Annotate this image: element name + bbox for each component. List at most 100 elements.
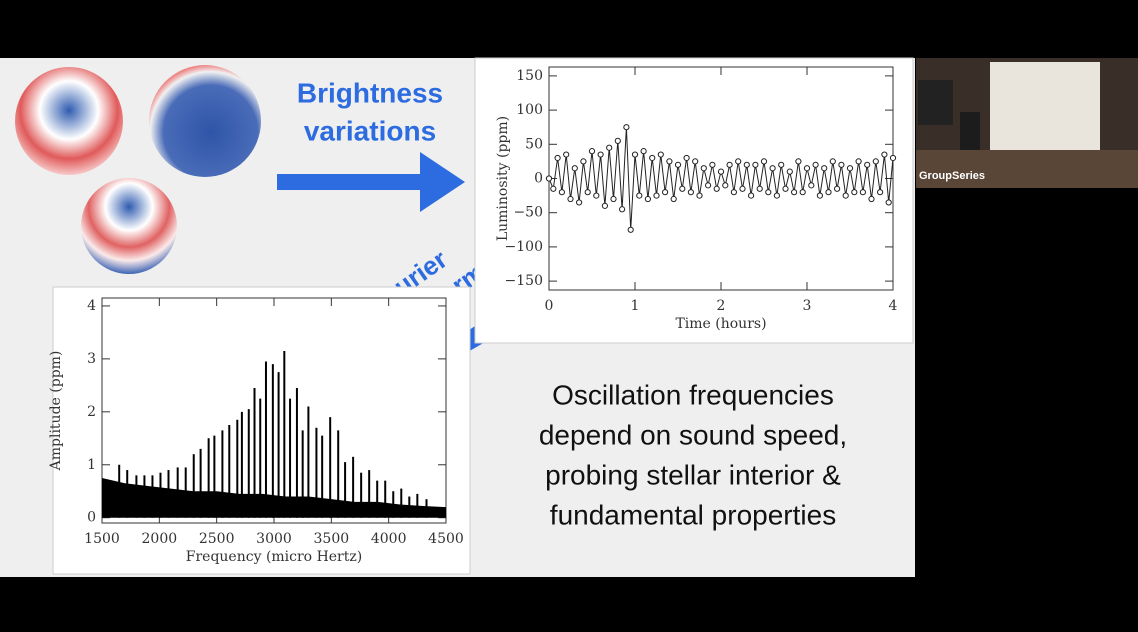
data-point (795, 158, 802, 165)
data-point (558, 189, 566, 196)
data-point (563, 151, 570, 158)
data-point (872, 158, 879, 165)
y-tick-label: 0 (534, 171, 543, 187)
x-tick-label: 3 (803, 298, 812, 314)
data-point (700, 165, 707, 172)
data-point (782, 185, 789, 192)
data-point (735, 158, 742, 165)
data-point (593, 192, 600, 199)
data-point (644, 195, 652, 203)
data-point (855, 158, 862, 165)
data-point (674, 161, 682, 168)
data-point (653, 192, 660, 199)
data-point (636, 192, 643, 199)
x-tick-label: 4 (889, 298, 898, 314)
data-point (709, 161, 716, 168)
y-tick-label: 1 (87, 457, 96, 473)
data-point (550, 185, 557, 192)
data-point (769, 165, 776, 172)
data-point (597, 151, 604, 158)
data-point (722, 182, 729, 189)
x-tick-label: 4500 (428, 531, 464, 547)
data-point (623, 124, 630, 131)
data-point (631, 151, 639, 158)
caption-line: probing stellar interior & (545, 459, 841, 490)
data-point (778, 161, 785, 168)
data-point (859, 189, 867, 196)
y-tick-label: 150 (516, 68, 543, 84)
x-tick-label: 0 (545, 298, 554, 314)
data-point (760, 158, 768, 165)
data-point (567, 195, 574, 203)
video-wall (916, 150, 1138, 188)
y-tick-label: 50 (525, 136, 543, 152)
chart-box (474, 57, 914, 344)
data-point (803, 165, 811, 172)
x-tick-label: 3500 (314, 531, 350, 547)
data-point (657, 151, 664, 158)
data-point (614, 137, 621, 144)
data-point (588, 148, 596, 155)
participant-name: GroupSeries (919, 170, 985, 182)
sphere (149, 65, 261, 177)
data-point (662, 189, 669, 196)
data-point (864, 161, 871, 168)
data-point (554, 154, 561, 162)
data-point (812, 161, 819, 168)
data-point (842, 192, 849, 199)
y-tick-label: −100 (505, 239, 543, 255)
data-point (670, 195, 677, 203)
data-point (730, 189, 738, 196)
data-point (705, 182, 712, 189)
data-point (683, 154, 690, 162)
data-point (786, 168, 793, 175)
caption-line: fundamental properties (550, 499, 836, 530)
data-point (821, 165, 828, 172)
data-point (808, 182, 815, 189)
y-tick-label: −150 (505, 273, 543, 289)
x-tick-label: 1 (631, 298, 640, 314)
x-tick-label: 2500 (199, 531, 235, 547)
data-point (877, 189, 884, 196)
data-point (881, 151, 888, 158)
y-tick-label: −50 (513, 205, 543, 221)
x-tick-label: 3000 (256, 531, 292, 547)
caption-line: depend on sound speed, (539, 419, 847, 450)
y-tick-label: 4 (87, 298, 96, 314)
data-point (889, 154, 897, 162)
y-axis-label: Luminosity (ppm) (495, 116, 511, 241)
data-point (834, 185, 841, 192)
data-point (679, 185, 686, 192)
x-tick-label: 1500 (84, 531, 120, 547)
y-tick-label: 0 (87, 510, 96, 526)
caption-line: Oscillation frequencies (552, 379, 834, 410)
data-point (851, 189, 858, 196)
x-axis-label: Time (hours) (675, 316, 766, 332)
data-point (545, 175, 553, 182)
data-point (799, 189, 806, 196)
data-point (829, 158, 836, 165)
data-point (765, 189, 772, 196)
data-point (687, 189, 695, 196)
x-axis-label: Frequency (micro Hertz) (186, 549, 362, 565)
video-screen (918, 80, 953, 125)
x-tick-label: 2 (717, 298, 726, 314)
data-point (773, 192, 781, 199)
data-point (791, 189, 798, 196)
data-point (748, 192, 755, 199)
data-point (571, 165, 578, 172)
data-point (838, 161, 845, 168)
y-tick-label: 100 (516, 102, 543, 118)
arrow-label: variations (304, 115, 436, 146)
noise-floor (102, 478, 446, 518)
sphere (15, 67, 123, 175)
y-tick-label: 2 (87, 404, 96, 420)
data-point (726, 161, 733, 168)
x-tick-label: 4000 (371, 531, 407, 547)
data-point (640, 148, 647, 155)
chart-box (52, 286, 471, 575)
data-point (666, 158, 673, 165)
data-point (610, 195, 617, 203)
data-point (580, 158, 587, 165)
